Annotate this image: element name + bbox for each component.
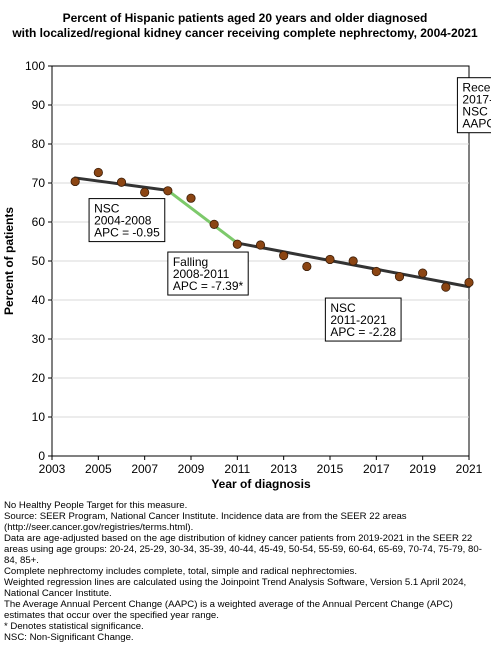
footnote: * Denotes statistical significance. <box>4 621 144 632</box>
annotation-line: 2004-2008 <box>94 214 152 228</box>
x-tick-label: 2009 <box>178 462 205 476</box>
data-point <box>70 176 80 187</box>
chart-title-line-1: Percent of Hispanic patients aged 20 yea… <box>63 11 428 25</box>
data-point <box>140 187 150 197</box>
annotation-line: Falling <box>173 255 208 269</box>
x-tick-label: 2005 <box>85 462 112 476</box>
data-point <box>348 256 358 266</box>
annotation-line: 2008-2011 <box>173 267 230 281</box>
y-tick-label: 30 <box>32 332 46 346</box>
data-point <box>441 282 451 292</box>
y-tick-label: 40 <box>32 293 46 307</box>
data-point <box>394 271 405 282</box>
chart-figure: Percent of Hispanic patients aged 20 yea… <box>2 11 491 491</box>
y-tick-label: 50 <box>32 254 46 268</box>
data-point <box>302 261 312 272</box>
footnote: No Healthy People Target for this measur… <box>4 500 188 511</box>
x-axis-ticks: 2003 2005 2007 2009 2011 2013 2015 2017 2019 2021 <box>39 456 483 476</box>
footnote: Complete nephrectomy includes complete, … <box>4 566 358 577</box>
data-point <box>209 219 219 229</box>
footnote: The Average Annual Percent Change (AAPC)… <box>4 599 453 621</box>
footnote: NSC: Non-Significant Change. <box>4 632 134 643</box>
x-tick-label: 2021 <box>456 462 483 476</box>
data-point <box>371 266 381 277</box>
annotation-line: 2017-2021 <box>462 93 491 107</box>
footnote: Data are age-adjusted based on the age d… <box>4 533 482 566</box>
annotation-frame <box>88 198 166 243</box>
x-tick-label: 2007 <box>131 462 158 476</box>
x-tick-label: 2015 <box>317 462 344 476</box>
annotation-line: APC = -2.28 <box>330 325 396 339</box>
annotation-line: 2011-2021 <box>330 313 387 327</box>
y-axis-ticks: 0 10 20 30 40 50 60 70 80 90 100 <box>25 59 52 463</box>
x-tick-label: 2017 <box>363 462 390 476</box>
y-tick-label: 20 <box>32 371 46 385</box>
y-tick-label: 90 <box>32 98 46 112</box>
annotation-box: Recent Trend2017-2021NSCAAPC = -2.28 <box>456 77 491 134</box>
x-tick-label: 2003 <box>39 462 66 476</box>
gridlines <box>52 104 469 418</box>
footnote: Weighted regression lines are calculated… <box>4 577 467 599</box>
annotation-line: NSC <box>462 105 488 119</box>
y-tick-label: 100 <box>25 59 45 73</box>
data-point <box>232 239 242 249</box>
x-tick-label: 2011 <box>224 462 250 476</box>
footnote: Source: SEER Program, National Cancer In… <box>4 511 407 533</box>
trend-segment <box>166 188 239 245</box>
footnotes: No Healthy People Target for this measur… <box>4 500 488 643</box>
y-axis-label: Percent of patients <box>2 207 16 315</box>
chart-title-line-2: with localized/regional kidney cancer re… <box>11 26 478 40</box>
x-tick-label: 2013 <box>270 462 297 476</box>
y-tick-label: 10 <box>32 410 46 424</box>
data-point <box>464 277 474 288</box>
annotation-frame <box>167 251 249 296</box>
data-point <box>186 193 196 203</box>
data-point <box>116 177 127 187</box>
data-point <box>325 254 335 265</box>
data-point <box>279 250 289 261</box>
annotation-line: Recent Trend <box>462 81 491 95</box>
annotation-frame <box>456 77 491 134</box>
y-tick-label: 60 <box>32 215 46 229</box>
y-tick-label: 80 <box>32 137 46 151</box>
data-point <box>163 186 173 196</box>
annotation-line: APC = -0.95 <box>94 226 160 240</box>
x-tick-label: 2019 <box>409 462 436 476</box>
y-tick-label: 0 <box>38 449 45 463</box>
y-tick-label: 70 <box>32 176 46 190</box>
annotation-line: AAPC = -2.28 <box>462 117 491 131</box>
annotation-line: APC = -7.39* <box>173 279 244 293</box>
trend-annotations: Recent Trend2017-2021NSCAAPC = -2.28NSC2… <box>88 77 491 342</box>
data-point <box>418 268 428 278</box>
data-points <box>70 167 474 292</box>
data-point <box>93 167 103 178</box>
annotation-line: NSC <box>330 301 356 315</box>
x-axis-label: Year of diagnosis <box>211 477 311 491</box>
annotation-frame <box>324 297 402 342</box>
annotation-line: NSC <box>94 202 120 216</box>
data-point <box>255 240 266 250</box>
